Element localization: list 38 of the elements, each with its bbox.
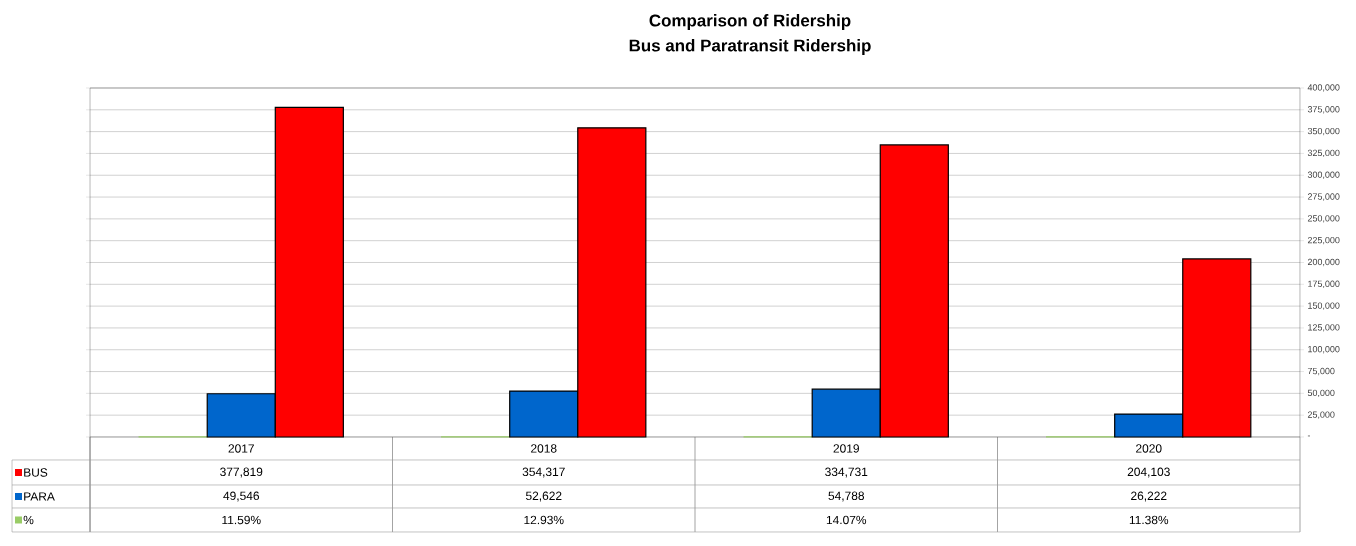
x-tick-label: 2018: [531, 444, 557, 453]
y-tick-label: 350,000: [1307, 127, 1340, 136]
data-label: 11.38%: [1129, 515, 1169, 525]
y-tick-label: 25,000: [1307, 411, 1335, 419]
data-label: 11.59%: [222, 515, 261, 525]
x-tick-label: 2019: [833, 444, 859, 453]
legend-label: PARA: [24, 492, 55, 501]
y-tick-label: 125,000: [1308, 324, 1340, 332]
x-tick-label: 2017: [228, 444, 254, 453]
y-tick-label: 200,000: [1307, 258, 1340, 267]
y-tick-label: 300,000: [1307, 171, 1340, 179]
y-tick-label: 100,000: [1308, 346, 1340, 354]
data-label: 377,819: [220, 467, 263, 478]
y-tick-label: 225,000: [1307, 236, 1340, 245]
legend-label: BUS: [24, 468, 48, 477]
data-label: 204,103: [1127, 467, 1170, 478]
chart-subtitle: Bus and Paratransit Ridership: [629, 39, 871, 55]
y-tick-label: 50,000: [1307, 389, 1335, 398]
data-label: 354,317: [522, 467, 565, 478]
y-tick-label: 400,000: [1307, 84, 1340, 92]
y-tick-label: 75,000: [1307, 367, 1335, 376]
y-tick-label: 150,000: [1308, 302, 1340, 310]
x-tick-label: 2020: [1136, 444, 1162, 453]
data-label: 52,622: [525, 491, 562, 502]
data-label: 26,222: [1131, 491, 1167, 502]
data-label: 334,731: [825, 467, 868, 478]
y-tick-label: 275,000: [1307, 193, 1340, 201]
data-label: 54,788: [828, 491, 865, 502]
y-tick-label: 250,000: [1307, 215, 1340, 223]
chart-title: Comparison of Ridership: [649, 14, 851, 30]
y-tick-label: -: [1307, 435, 1311, 437]
data-label: 49,546: [223, 491, 260, 502]
y-tick-label: 375,000: [1307, 106, 1340, 114]
y-tick-label: 325,000: [1307, 149, 1340, 158]
data-label: 12.93%: [524, 515, 564, 525]
y-tick-label: 175,000: [1308, 280, 1340, 288]
legend-label: %: [23, 515, 34, 525]
data-label: 14.07%: [826, 515, 867, 525]
